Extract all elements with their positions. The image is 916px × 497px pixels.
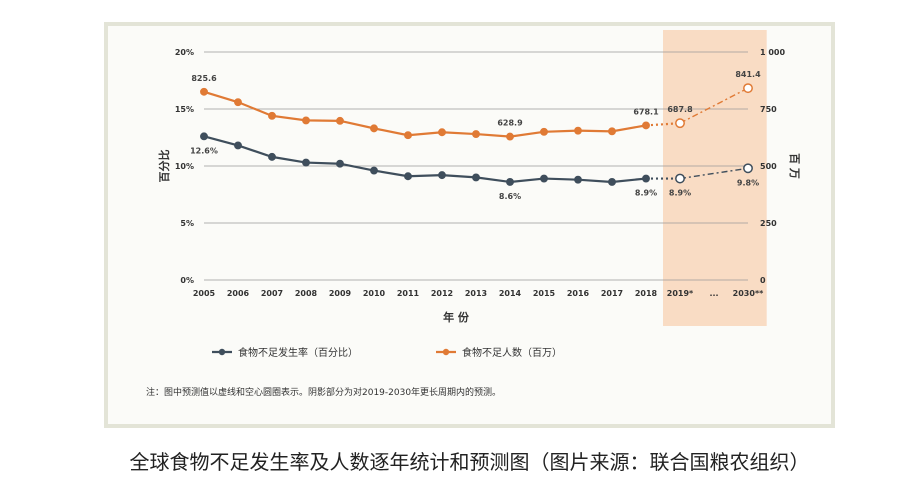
data-label: 825.6	[191, 74, 217, 83]
data-label: 678.1	[633, 107, 659, 116]
x-tick-label: 2014	[499, 289, 522, 298]
data-point	[675, 173, 685, 184]
y-left-tick: 15%	[175, 105, 194, 114]
data-point	[574, 175, 582, 184]
data-point	[608, 178, 616, 186]
y-right-tick: 750	[760, 105, 777, 114]
x-tick-label: 2006	[227, 289, 250, 298]
data-point	[642, 174, 650, 183]
line-chart: 0% 0 5% 250 10% 500 15% 750 20% 1 000 2005 2006 2007…	[146, 30, 801, 398]
legend-swatch-dot	[442, 348, 450, 356]
x-axis-title: 年 份	[443, 310, 470, 324]
x-tick-label: 2011	[397, 289, 420, 298]
data-point	[438, 128, 446, 137]
data-point	[743, 163, 753, 174]
data-label: 8.9%	[635, 189, 657, 198]
data-label: 8.9%	[669, 189, 691, 198]
data-point	[200, 132, 208, 141]
data-point	[336, 116, 344, 125]
x-tick-label: 2009	[329, 289, 352, 298]
data-point	[234, 98, 242, 107]
x-tick-label: 2012	[431, 289, 453, 298]
data-point	[404, 172, 412, 181]
data-point	[302, 116, 310, 125]
data-label: 628.9	[497, 119, 523, 128]
chart-note: 注：图中预测值以虚线和空心圆圈表示。阴影部分为对2019-2030年更长周期内的…	[146, 386, 501, 398]
data-point	[608, 127, 616, 136]
data-point	[370, 124, 378, 133]
x-tick-label: 2008	[295, 289, 318, 298]
data-label: 841.4	[735, 70, 761, 79]
x-tick-label: 2016	[567, 289, 590, 298]
data-point	[675, 118, 685, 129]
figure-caption: 全球食物不足发生率及人数逐年统计和预测图（图片来源：联合国粮农组织）	[129, 450, 810, 474]
series-projection-dashdot	[679, 167, 749, 180]
series-line-1	[203, 135, 647, 184]
x-tick-label: 2018	[635, 289, 658, 298]
y-right-axis-title: 百 万	[788, 153, 801, 179]
y-left-tick: 20%	[175, 48, 194, 57]
y-right-tick: 1 000	[760, 48, 785, 57]
data-point	[743, 83, 753, 94]
legend-swatch-dot	[218, 348, 226, 356]
data-point	[540, 174, 548, 183]
data-point	[438, 171, 446, 180]
series-projection-dotted	[645, 122, 681, 127]
x-tick-label: 2007	[261, 289, 283, 298]
y-left-tick: 10%	[175, 162, 194, 171]
x-tick-label: 2005	[193, 289, 216, 298]
y-left-axis-title: 百分比	[157, 150, 171, 183]
data-point	[574, 126, 582, 135]
data-point	[472, 173, 480, 182]
data-label: 12.6%	[190, 146, 218, 155]
data-point	[540, 127, 548, 136]
y-right-tick: 250	[760, 219, 777, 228]
x-tick-label: 2015	[533, 289, 556, 298]
series-projection-dashdot	[679, 87, 749, 124]
x-tick-label: 2013	[465, 289, 487, 298]
legend-label: 食物不足发生率（百分比）	[238, 346, 358, 359]
data-point	[642, 121, 650, 130]
data-label: 8.6%	[499, 192, 521, 201]
y-right-tick: 0	[760, 276, 766, 285]
data-point	[472, 130, 480, 139]
x-tick-label: 2030**	[733, 289, 764, 298]
x-tick-label: 2017	[601, 289, 623, 298]
x-tick-label: 2010	[363, 289, 386, 298]
data-point	[200, 87, 208, 96]
data-point	[268, 152, 276, 161]
legend-label: 食物不足人数（百万）	[462, 346, 562, 359]
x-tick-label: ...	[709, 289, 718, 298]
data-point	[506, 132, 514, 141]
data-label: 9.8%	[737, 178, 759, 187]
data-point	[302, 158, 310, 167]
data-point	[370, 166, 378, 175]
y-right-tick: 500	[760, 162, 777, 171]
series-line-2	[203, 90, 647, 138]
x-tick-label: 2019*	[667, 289, 694, 298]
y-left-tick: 5%	[180, 219, 194, 228]
y-left-tick: 0%	[180, 276, 194, 285]
data-label: 687.8	[667, 105, 693, 114]
chart-frame: 0% 0 5% 250 10% 500 15% 750 20% 1 000 2005 2006 2007…	[104, 22, 835, 428]
data-point	[268, 111, 276, 120]
data-point	[506, 178, 514, 186]
data-point	[234, 141, 242, 150]
data-point	[336, 159, 344, 168]
data-point	[404, 131, 412, 140]
